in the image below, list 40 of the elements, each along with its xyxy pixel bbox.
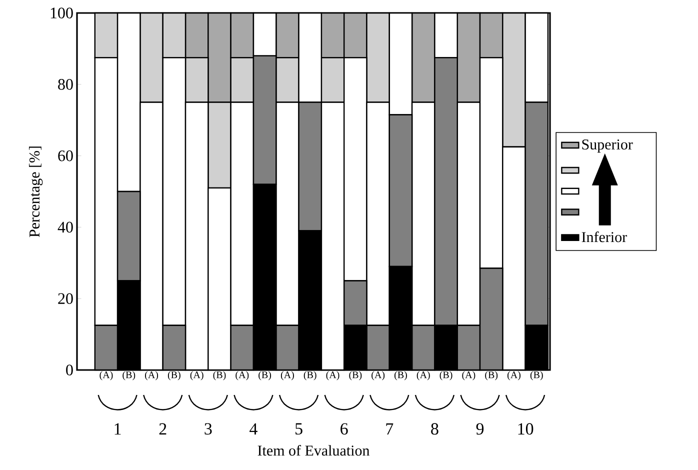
text: 10 — [518, 423, 534, 435]
text: 7 — [386, 423, 394, 434]
x-tick-label: (B) — [213, 371, 226, 380]
x-tick-label: (B) — [349, 371, 362, 380]
x-tick-label: (B) — [304, 371, 316, 380]
y-tick-label: 40 — [58, 222, 73, 233]
y-tick-label: 60 — [58, 150, 73, 162]
x-tick-label: (A) — [145, 371, 158, 380]
text: 6 — [340, 423, 348, 435]
y-tick-label: 80 — [58, 79, 73, 90]
y-tick-label: 20 — [58, 293, 73, 304]
x-tick-label: (A) — [326, 371, 340, 380]
x-tick-label: (A) — [100, 371, 113, 380]
x-tick-label: (A) — [372, 371, 385, 380]
text: 8 — [431, 423, 438, 435]
x-tick-label: (B) — [485, 371, 498, 380]
x-tick-label: (A) — [190, 371, 204, 380]
x-tick-label: (A) — [416, 371, 430, 380]
x-tick-label: (B) — [122, 371, 136, 380]
x-tick-label: (B) — [440, 371, 452, 380]
text: 5 — [296, 423, 302, 435]
x-tick-label: (A) — [507, 371, 520, 380]
text: 2 — [159, 423, 166, 435]
text: 9 — [476, 423, 484, 435]
x-axis-title: Item of Evaluation — [258, 444, 370, 456]
legend-label: Inferior — [582, 231, 627, 242]
y-tick-label: 100 — [50, 8, 73, 18]
y-axis-title: Percentage [%] — [28, 146, 43, 238]
x-tick-label: (A) — [462, 371, 476, 380]
x-tick-label: (A) — [236, 371, 249, 380]
text: 4 — [250, 423, 258, 434]
x-tick-label: (B) — [258, 371, 272, 380]
text: 3 — [204, 423, 212, 435]
y-tick-label: 0 — [66, 364, 73, 376]
x-tick-label: (B) — [394, 371, 407, 380]
legend-label: Superior — [582, 139, 633, 153]
x-tick-label: (A) — [280, 371, 294, 380]
text: 1 — [114, 423, 121, 435]
x-tick-label: (B) — [168, 371, 180, 380]
x-tick-label: (B) — [530, 371, 543, 380]
